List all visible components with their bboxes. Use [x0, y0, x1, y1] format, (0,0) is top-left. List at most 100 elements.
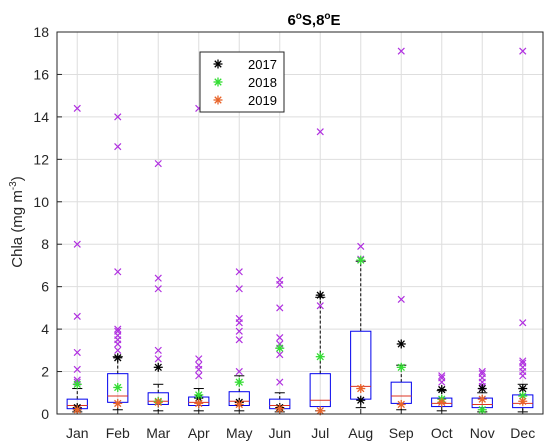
outlier-point: [154, 355, 162, 363]
marker-2017: [477, 384, 487, 394]
y-tick-labels: 0 2 4 6 8 10 12 14 16 18: [33, 24, 49, 422]
outlier-point: [154, 274, 162, 282]
x-tick-label: Dec: [510, 425, 535, 441]
y-tick-label: 4: [41, 321, 49, 337]
outlier-point: [276, 304, 284, 312]
chart-title: 6oS,8oE: [287, 11, 340, 29]
marker-2019: [356, 384, 366, 394]
x-tick-label: Feb: [106, 425, 130, 441]
marker-2017: [153, 362, 163, 372]
marker-2019: [153, 397, 163, 407]
x-tick-label: Apr: [188, 425, 210, 441]
y-tick-label: 16: [33, 66, 49, 82]
outlier-point: [114, 325, 122, 333]
y-tick-label: 2: [41, 364, 49, 380]
marker-2019: [234, 399, 244, 409]
outlier-point: [478, 367, 486, 376]
outlier-point: [195, 361, 203, 369]
x-tick-label: Jul: [311, 425, 329, 441]
outlier-point: [235, 314, 243, 323]
plot-frame: [56, 31, 544, 415]
outlier-point: [235, 327, 243, 335]
marker-2018: [234, 377, 244, 387]
marker-2017: [315, 290, 325, 300]
marker-2019: [518, 396, 528, 406]
marker-2017: [396, 339, 406, 349]
x-tick-labels: Jan Feb Mar Apr May Jun Jul Aug Sep Oct Nov Dec: [66, 425, 535, 441]
outlier-point: [519, 319, 527, 327]
outlier-point: [519, 357, 527, 365]
outlier-point: [316, 128, 324, 136]
marker-2019: [72, 405, 82, 415]
legend-label: 2017: [248, 57, 277, 72]
y-tick-label: 10: [33, 194, 49, 210]
outlier-point: [114, 346, 122, 354]
y-tick-label: 0: [41, 406, 49, 422]
legend-label: 2018: [248, 75, 277, 90]
outlier-point: [276, 350, 284, 359]
marker-2017: [518, 384, 528, 394]
marker-2019: [437, 397, 447, 407]
outlier-point: [397, 295, 405, 304]
x-tick-label: Nov: [470, 425, 495, 441]
marker-2018: [275, 343, 285, 353]
outlier-point: [114, 142, 122, 151]
outlier-point: [73, 240, 81, 248]
marker-2017: [356, 395, 366, 405]
outlier-point: [519, 47, 527, 55]
y-tick-label: 6: [41, 279, 49, 295]
outlier-point: [154, 346, 162, 354]
outlier-point: [438, 372, 446, 380]
outlier-point: [235, 285, 243, 293]
marker-2018: [194, 390, 204, 400]
marker-2019: [396, 399, 406, 409]
box-plots: [66, 260, 534, 413]
outlier-point: [235, 268, 243, 276]
outlier-point: [73, 312, 81, 321]
outlier-point: [114, 327, 122, 335]
outlier-point: [195, 372, 203, 380]
marker-2017: [437, 385, 447, 395]
marker-2019: [477, 394, 487, 404]
outlier-point: [316, 302, 324, 310]
outlier-point: [73, 104, 81, 113]
marker-2018: [518, 391, 528, 401]
outlier-point: [235, 367, 243, 376]
y-tick-label: 14: [33, 109, 49, 125]
y-tick-label: 18: [33, 24, 49, 40]
x-tick-label: Mar: [146, 425, 170, 441]
outlier-markers: [73, 47, 527, 391]
x-tick-label: Oct: [431, 425, 453, 441]
legend-marker-2017: [213, 59, 223, 69]
legend-marker-2019: [213, 95, 223, 105]
x-tick-label: Jun: [268, 425, 291, 441]
outlier-point: [195, 355, 203, 363]
outlier-point: [519, 359, 527, 367]
outlier-point: [154, 285, 162, 293]
legend-label: 2019: [248, 93, 277, 108]
y-tick-label: 8: [41, 236, 49, 252]
year-markers: [72, 255, 528, 416]
outlier-point: [73, 365, 81, 374]
marker-2018: [113, 382, 123, 392]
marker-2017: [113, 353, 123, 363]
x-tick-label: May: [226, 425, 252, 441]
y-tick-label: 12: [33, 151, 49, 167]
outlier-point: [276, 378, 284, 386]
marker-2019: [275, 404, 285, 414]
marker-2018: [356, 255, 366, 265]
outlier-point: [438, 374, 446, 382]
x-tick-label: Jan: [66, 425, 89, 441]
marker-2019: [113, 398, 123, 408]
outlier-point: [154, 159, 162, 168]
marker-2018: [315, 352, 325, 362]
marker-2018: [72, 379, 82, 389]
outlier-point: [397, 47, 405, 55]
legend: 2017 2018 2019: [199, 51, 285, 113]
outlier-point: [276, 333, 284, 342]
grid-lines: [57, 31, 543, 415]
y-axis-label: Chla (mg m-3): [8, 176, 26, 267]
marker-2018: [477, 405, 487, 415]
outlier-point: [114, 268, 122, 276]
